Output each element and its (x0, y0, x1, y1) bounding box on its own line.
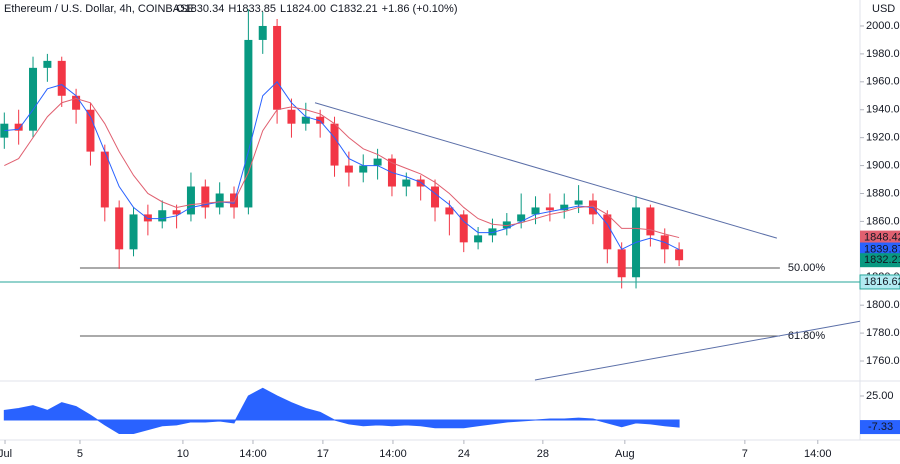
moving-average (4, 81, 680, 250)
y-tick-label: 1960.00 (866, 76, 900, 88)
candle-body (215, 193, 224, 208)
x-tick-label: 7 (742, 448, 748, 460)
candle-body (402, 179, 411, 187)
candle-body (186, 186, 195, 215)
candle-body (646, 207, 655, 236)
y-tick-label: 1860.00 (866, 215, 900, 227)
candle-body (603, 214, 612, 250)
fib-label: 50.00% (788, 262, 826, 274)
ohlc-readout: +1.86 (+0.10%) (382, 3, 458, 15)
candle-body (57, 60, 66, 96)
y-tick-label: 1880.00 (866, 187, 900, 199)
candle-body (43, 60, 52, 68)
candle-body (459, 214, 468, 243)
osc-tag-label: -7.33 (868, 421, 893, 433)
candle-body (416, 179, 425, 187)
y-tick-label: 1940.00 (866, 104, 900, 116)
candle-body (373, 158, 382, 166)
candle-body (287, 109, 296, 124)
x-tick-label: 28 (537, 448, 549, 460)
oscillator-area (3, 387, 680, 434)
candle-body (244, 39, 253, 208)
candle-body (29, 67, 38, 131)
candle-body (301, 116, 310, 124)
x-tick-label: 14:00 (804, 448, 832, 460)
price-tag-label: 1832.21 (864, 254, 900, 266)
candle-body (158, 210, 167, 222)
ohlc-readout: C1832.21 (330, 3, 378, 15)
candle-body (617, 249, 626, 278)
candle-body (359, 165, 368, 173)
x-tick-label: Aug (615, 448, 635, 460)
ohlc-readout: H1833.85 (228, 3, 276, 15)
candle-body (344, 165, 353, 173)
candle-body (517, 214, 526, 222)
price-tag (860, 253, 900, 268)
candle-body (258, 25, 267, 40)
x-tick-label: 14:00 (379, 448, 407, 460)
candle-body (545, 207, 554, 211)
x-tick-label: 17 (317, 448, 329, 460)
currency: USD (872, 3, 895, 15)
price-tag (860, 230, 900, 245)
y-tick-label: 1780.00 (866, 327, 900, 339)
moving-average (4, 98, 680, 239)
candle-body (560, 204, 569, 211)
candle-body (488, 228, 497, 236)
osc-tag (860, 420, 900, 435)
candle-body (172, 210, 181, 215)
y-tick-label: 1800.00 (866, 299, 900, 311)
price-tag-label: 1816.62 (864, 276, 900, 288)
candle-body (531, 207, 540, 215)
candle-body (316, 116, 325, 124)
x-tick-label: 10 (177, 448, 189, 460)
candle-body (502, 221, 511, 229)
trendline (534, 320, 861, 381)
candle-body (100, 151, 109, 208)
candle-body (445, 207, 454, 215)
candle-body (201, 186, 210, 208)
fib-label: 61.80% (788, 330, 826, 342)
candle-body (230, 193, 239, 208)
price-tag-label: 1839.87 (864, 243, 900, 255)
candle-body (474, 235, 483, 243)
osc-tick-label: 25.00 (866, 390, 894, 402)
x-tick-label: 5 (77, 448, 83, 460)
candle-body (431, 186, 440, 208)
y-tick-label: 1760.00 (866, 355, 900, 367)
candle-body (143, 214, 152, 222)
x-tick-label: 24 (458, 448, 470, 460)
candle-body (675, 249, 684, 261)
chart-title: Ethereum / U.S. Dollar, 4h, COINBASE (4, 3, 195, 15)
candle-body (574, 200, 583, 205)
candle-body (273, 25, 282, 110)
candle-body (14, 123, 23, 131)
price-tag (859, 274, 900, 290)
price-tag-label: 1848.42 (864, 231, 900, 243)
y-tick-label: 2000.00 (866, 20, 900, 32)
ohlc-readout: L1824.00 (280, 3, 326, 15)
y-tick-label: 1920.00 (866, 132, 900, 144)
candle-body (330, 123, 339, 166)
price-tag (860, 242, 900, 257)
ohlc-readout: O1830.34 (176, 3, 224, 15)
candle-body (129, 214, 138, 250)
trendline (314, 102, 778, 239)
y-tick-label: 1980.00 (866, 48, 900, 60)
y-tick-label: 1900.00 (866, 159, 900, 171)
candle-body (86, 109, 95, 152)
candle-body (115, 207, 124, 250)
candle-body (72, 95, 81, 110)
x-tick-label: Jul (0, 448, 12, 460)
x-tick-label: 14:00 (239, 448, 267, 460)
